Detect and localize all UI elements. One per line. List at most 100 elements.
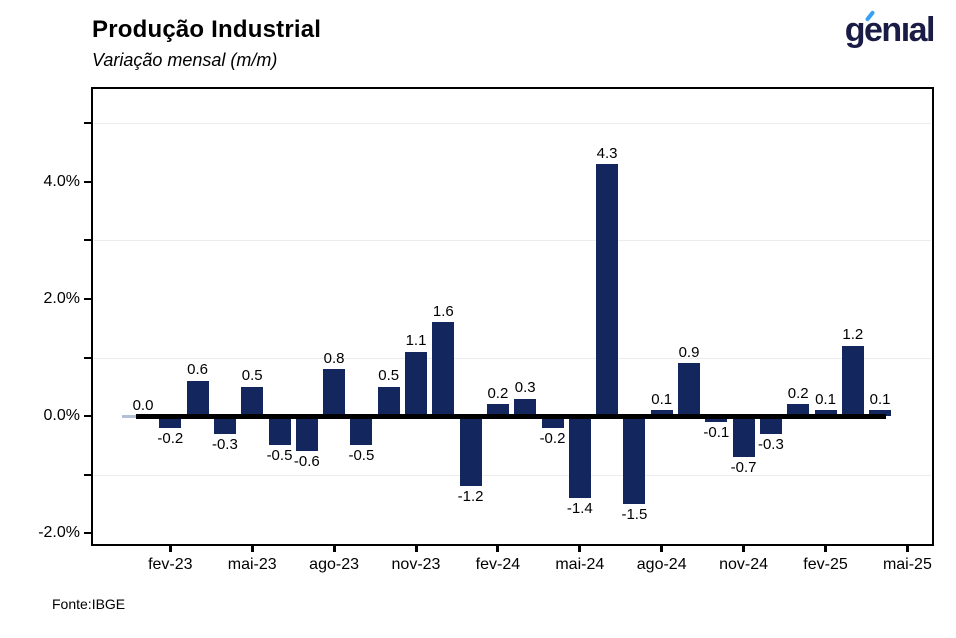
bar-value-label: -0.2 [539, 429, 566, 447]
x-axis-label: mai-24 [555, 556, 605, 573]
x-axis-label: nov-23 [391, 556, 441, 573]
bar [486, 404, 509, 417]
bar [377, 386, 400, 417]
y-axis-label: 0.0% [43, 407, 80, 425]
bar-value-label: -0.2 [157, 429, 184, 447]
bar [541, 416, 564, 428]
gridline [94, 474, 931, 476]
x-axis-label: mai-25 [882, 556, 932, 573]
bar-value-label: 0.1 [651, 390, 673, 408]
y-axis-tick [84, 180, 92, 183]
bar [869, 410, 892, 417]
bar [650, 410, 673, 417]
gridline [94, 357, 931, 359]
bar-value-label: 0.3 [514, 379, 536, 396]
plot-area-border [91, 87, 934, 546]
bar [678, 363, 700, 417]
x-axis-label: fev-25 [803, 556, 848, 573]
x-axis-tick [332, 545, 336, 552]
bar [268, 416, 291, 446]
genial-logo: genıal [844, 10, 936, 50]
x-axis-tick [414, 545, 418, 552]
x-axis-label: fev-24 [475, 556, 521, 573]
x-axis-tick [824, 545, 827, 552]
bar-value-label: 0.5 [378, 367, 400, 385]
source-note: Fonte:IBGE [52, 596, 126, 612]
x-axis-label: ago-23 [309, 556, 359, 573]
bar [350, 416, 373, 446]
gridline [94, 240, 931, 242]
bar-value-label: -0.3 [211, 435, 238, 453]
y-axis-label: 4.0% [43, 172, 80, 190]
x-axis-tick [742, 545, 746, 552]
bar [159, 416, 182, 428]
bar-value-label: 0.2 [487, 384, 509, 402]
bar-value-label: 0.9 [678, 343, 700, 361]
bar [596, 164, 619, 417]
bar [241, 386, 264, 417]
y-axis-label: 2.0% [43, 289, 80, 307]
bar-value-label: 0.6 [187, 361, 209, 379]
chart-subtitle: Variação mensal (m/m) [92, 50, 278, 70]
x-axis-label: nov-24 [719, 556, 769, 573]
genial-logo-text: genıal [844, 11, 936, 49]
bar-value-label: -0.3 [757, 435, 784, 453]
y-axis-tick [84, 239, 92, 242]
bar-value-label: 1.2 [842, 326, 864, 344]
bar-value-label: 1.6 [432, 302, 454, 320]
y-axis-tick [84, 415, 92, 418]
bar-value-label: 0.0 [132, 396, 154, 414]
bar-value-label: -0.5 [266, 447, 293, 465]
x-axis-tick [496, 545, 500, 552]
bar [295, 416, 318, 452]
bar [459, 416, 482, 487]
zero-value-bar [121, 414, 142, 419]
x-axis-tick [578, 545, 582, 552]
y-axis-tick [84, 122, 92, 125]
bar [405, 351, 427, 417]
zero-line [136, 413, 886, 419]
page-title: Produção Industrial [92, 16, 322, 43]
bar [514, 398, 537, 417]
bar-value-label: 0.2 [787, 384, 809, 402]
x-axis-label: mai-23 [227, 556, 277, 573]
x-axis-tick [250, 545, 254, 552]
x-axis-tick [660, 545, 664, 552]
bar [432, 322, 455, 417]
bar-value-label: -0.1 [703, 424, 730, 441]
x-axis-tick [905, 545, 909, 552]
bar-value-label: 0.1 [869, 390, 891, 408]
y-axis-tick [84, 297, 92, 300]
bar [814, 410, 837, 417]
y-axis-label: -2.0% [38, 524, 80, 542]
x-axis-tick [168, 545, 172, 552]
y-axis-tick [84, 473, 92, 476]
bar [759, 416, 782, 434]
gridline [94, 123, 931, 125]
bar [787, 404, 810, 417]
bar-value-label: 0.1 [815, 390, 836, 408]
bar-value-label: 4.3 [596, 144, 618, 162]
bar-value-label: -0.6 [293, 453, 320, 471]
bar [705, 416, 728, 422]
bar-value-label: 0.8 [323, 349, 345, 367]
bar [213, 416, 236, 434]
bar [186, 380, 209, 417]
bar-value-label: -1.2 [457, 488, 484, 506]
bar-value-label: 0.5 [241, 367, 263, 385]
y-axis-tick [84, 532, 92, 535]
bar [323, 369, 346, 417]
y-axis-tick [84, 356, 92, 359]
bar-value-label: 1.1 [405, 332, 427, 350]
bar [568, 416, 591, 499]
bar [841, 345, 864, 417]
bar-value-label: -1.4 [566, 500, 593, 518]
bar [623, 416, 646, 504]
x-axis-label: fev-23 [148, 556, 193, 573]
bar-value-label: -1.5 [621, 506, 648, 523]
x-axis-label: ago-24 [636, 556, 687, 573]
bar-value-label: -0.5 [348, 447, 375, 465]
bar [732, 416, 755, 458]
